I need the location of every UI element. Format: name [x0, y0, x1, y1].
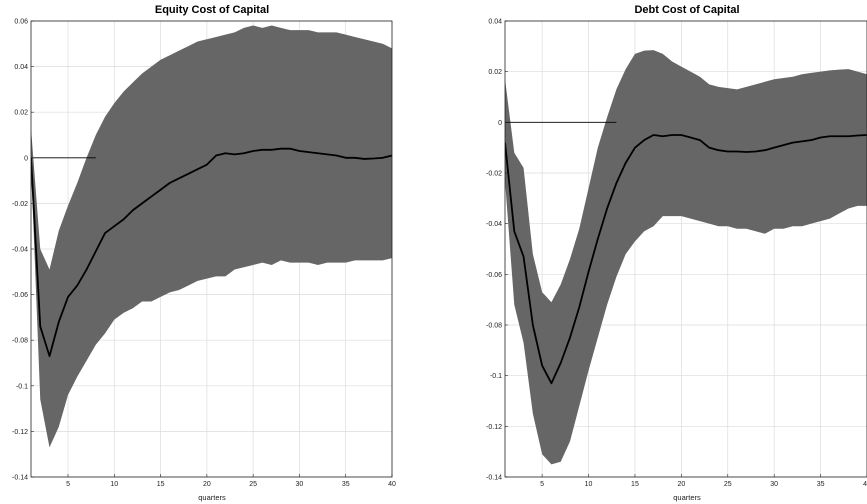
y-tick-label: -0.06	[12, 292, 28, 299]
x-tick-label: 30	[296, 481, 304, 488]
y-tick-label: -0.04	[12, 247, 28, 254]
x-tick-label: 15	[157, 481, 165, 488]
y-tick-label: 0	[24, 155, 28, 162]
y-tick-label: -0.02	[12, 201, 28, 208]
x-tick-label: 35	[817, 481, 825, 488]
y-tick-label: -0.12	[486, 424, 502, 431]
y-tick-label: -0.12	[12, 429, 28, 436]
plot-area	[505, 50, 867, 465]
y-tick-label: -0.14	[486, 475, 502, 482]
x-tick-label: 20	[203, 481, 211, 488]
x-tick-label: 30	[770, 481, 778, 488]
y-tick-label: -0.08	[486, 323, 502, 330]
y-tick-label: 0.02	[488, 69, 502, 76]
x-tick-label: 15	[631, 481, 639, 488]
y-tick-label: -0.04	[486, 221, 502, 228]
equity-cost-chart: Equity Cost of Capital quarters 5 10 15 20 2…	[12, 4, 396, 502]
x-tick-label: 20	[677, 481, 685, 488]
plot-area	[31, 25, 392, 448]
y-tick-label: -0.1	[490, 373, 502, 380]
confidence-band	[505, 50, 867, 465]
y-tick-label: 0.02	[14, 110, 28, 117]
x-tick-label: 10	[585, 481, 593, 488]
y-tick-label: -0.02	[486, 171, 502, 178]
debt-cost-chart: Debt Cost of Capital quarters 5 10 15 20 25 3…	[486, 4, 867, 502]
chart-title: Debt Cost of Capital	[634, 4, 739, 16]
confidence-band	[31, 25, 392, 448]
y-tick-label: 0.04	[14, 64, 28, 71]
x-tick-label: 5	[66, 481, 70, 488]
axes-box	[504, 20, 867, 478]
x-axis-label: quarters	[198, 493, 226, 502]
y-tick-label: -0.1	[16, 383, 28, 390]
x-tick-label: 5	[540, 481, 544, 488]
x-tick-label: 25	[724, 481, 732, 488]
median-response-line	[505, 134, 867, 385]
y-tick-label: -0.14	[12, 475, 28, 482]
y-tick-label: 0	[498, 120, 502, 127]
chart-title: Equity Cost of Capital	[155, 4, 269, 16]
y-tick-label: 0.06	[14, 19, 28, 26]
x-tick-label: 40	[863, 481, 867, 488]
x-tick-label: 35	[342, 481, 350, 488]
y-tick-label: 0.04	[488, 19, 502, 26]
y-tick-label: -0.06	[486, 272, 502, 279]
x-axis-label: quarters	[673, 493, 701, 502]
x-tick-label: 40	[388, 481, 396, 488]
y-tick-label: -0.08	[12, 338, 28, 345]
x-tick-label: 10	[110, 481, 118, 488]
x-tick-label: 25	[249, 481, 257, 488]
median-response-line	[31, 147, 392, 358]
